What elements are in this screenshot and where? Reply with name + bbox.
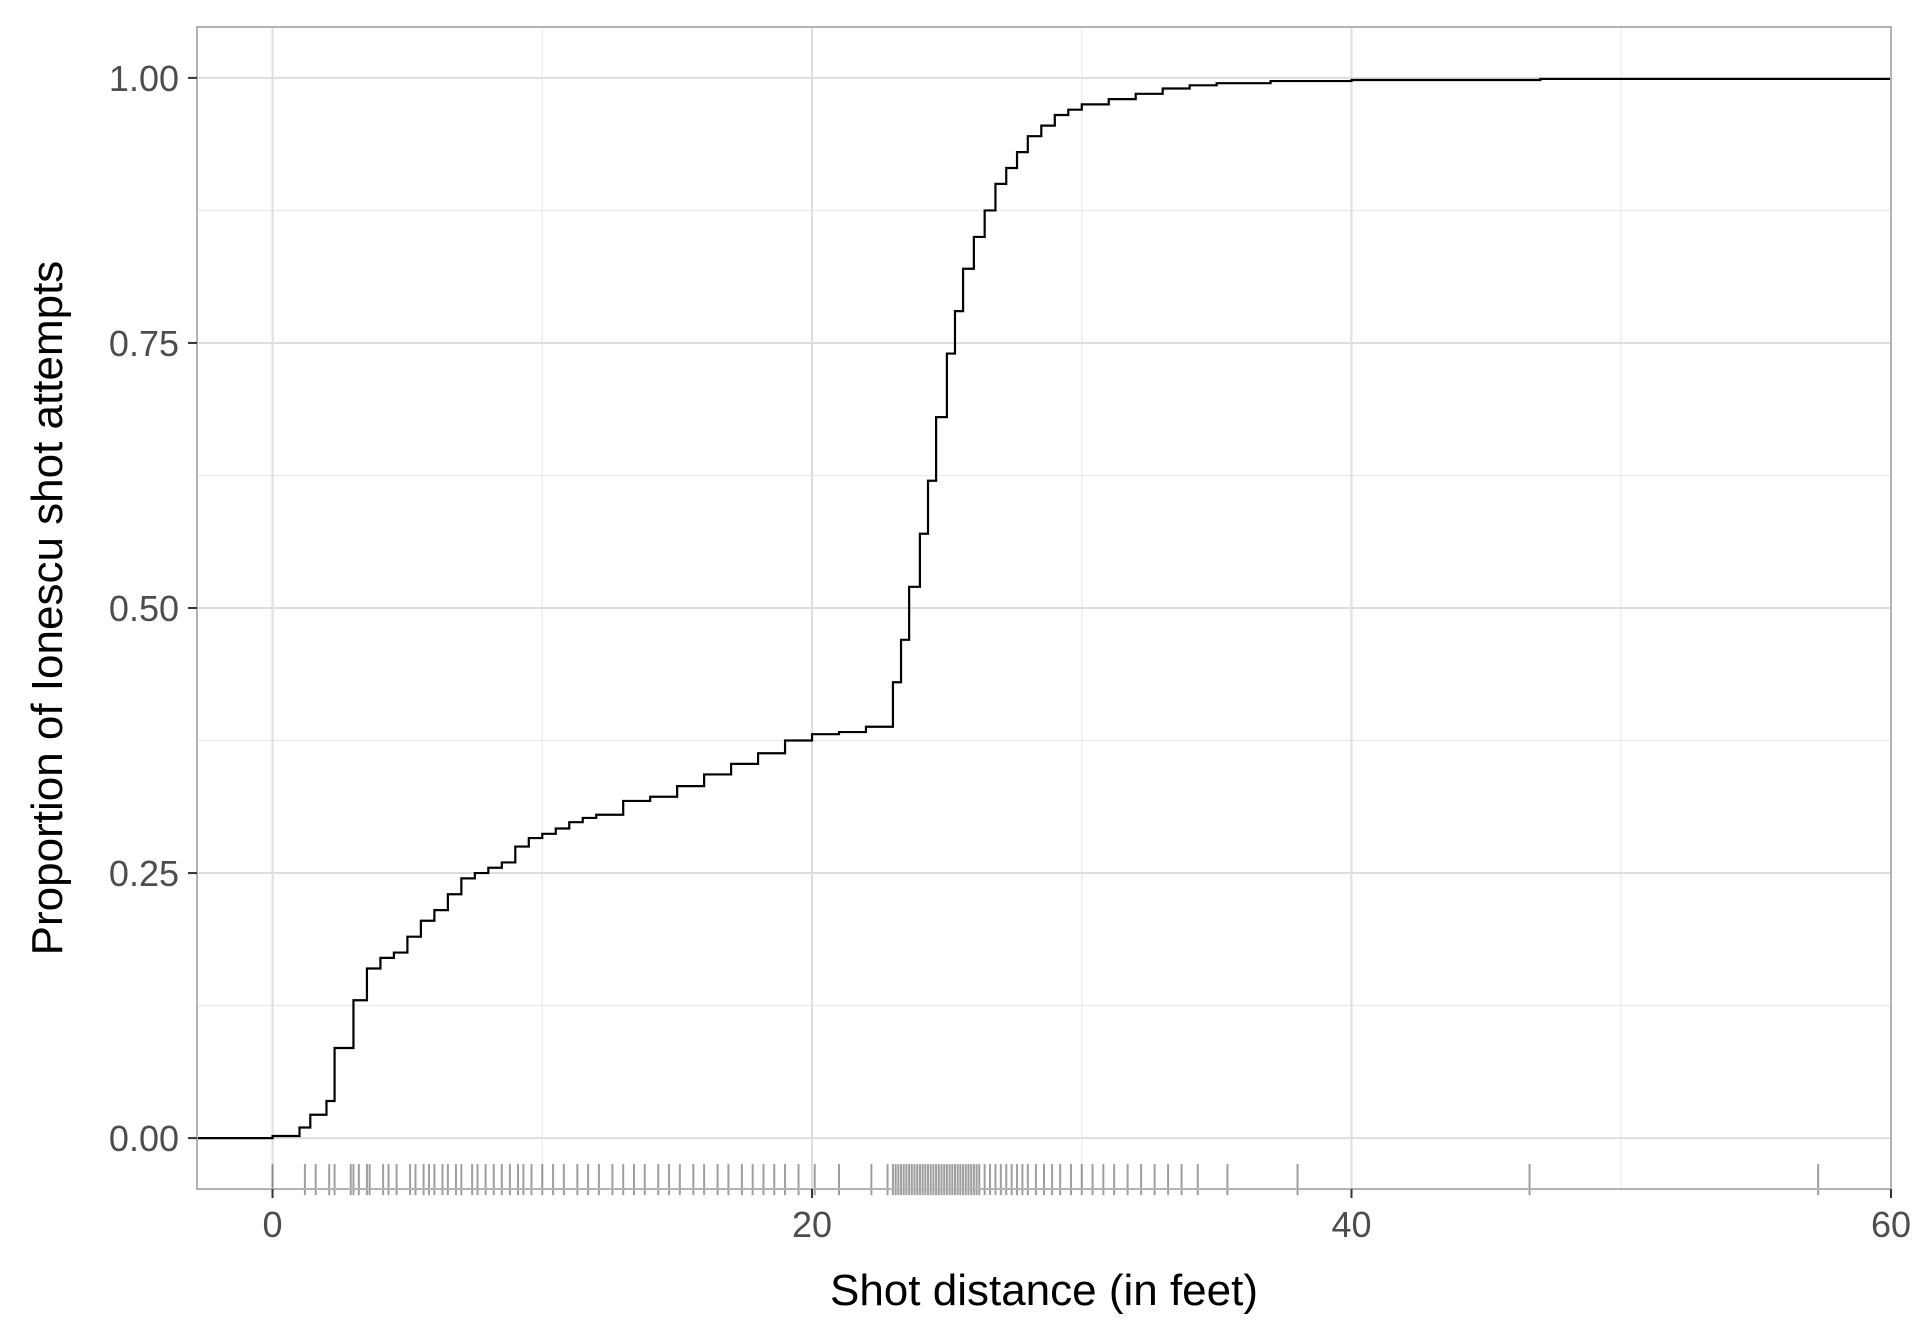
x-tick-label: 20 [792,1204,832,1245]
y-tick-label: 1.00 [109,58,179,99]
y-tick-label: 0.00 [109,1118,179,1159]
x-tick-label: 60 [1871,1204,1911,1245]
x-tick-label: 40 [1331,1204,1371,1245]
y-tick-label: 0.25 [109,853,179,894]
x-axis-title: Shot distance (in feet) [830,1266,1258,1315]
y-tick-label: 0.75 [109,323,179,364]
y-axis-ticks: 0.00 0.25 0.50 0.75 1.00 [109,58,197,1159]
y-axis-title: Proportion of Ionescu shot attempts [23,261,72,956]
x-axis-ticks: 0 20 40 60 [263,1189,1911,1245]
y-tick-label: 0.50 [109,588,179,629]
x-tick-label: 0 [263,1204,283,1245]
ecdf-step-line [197,77,1893,1140]
